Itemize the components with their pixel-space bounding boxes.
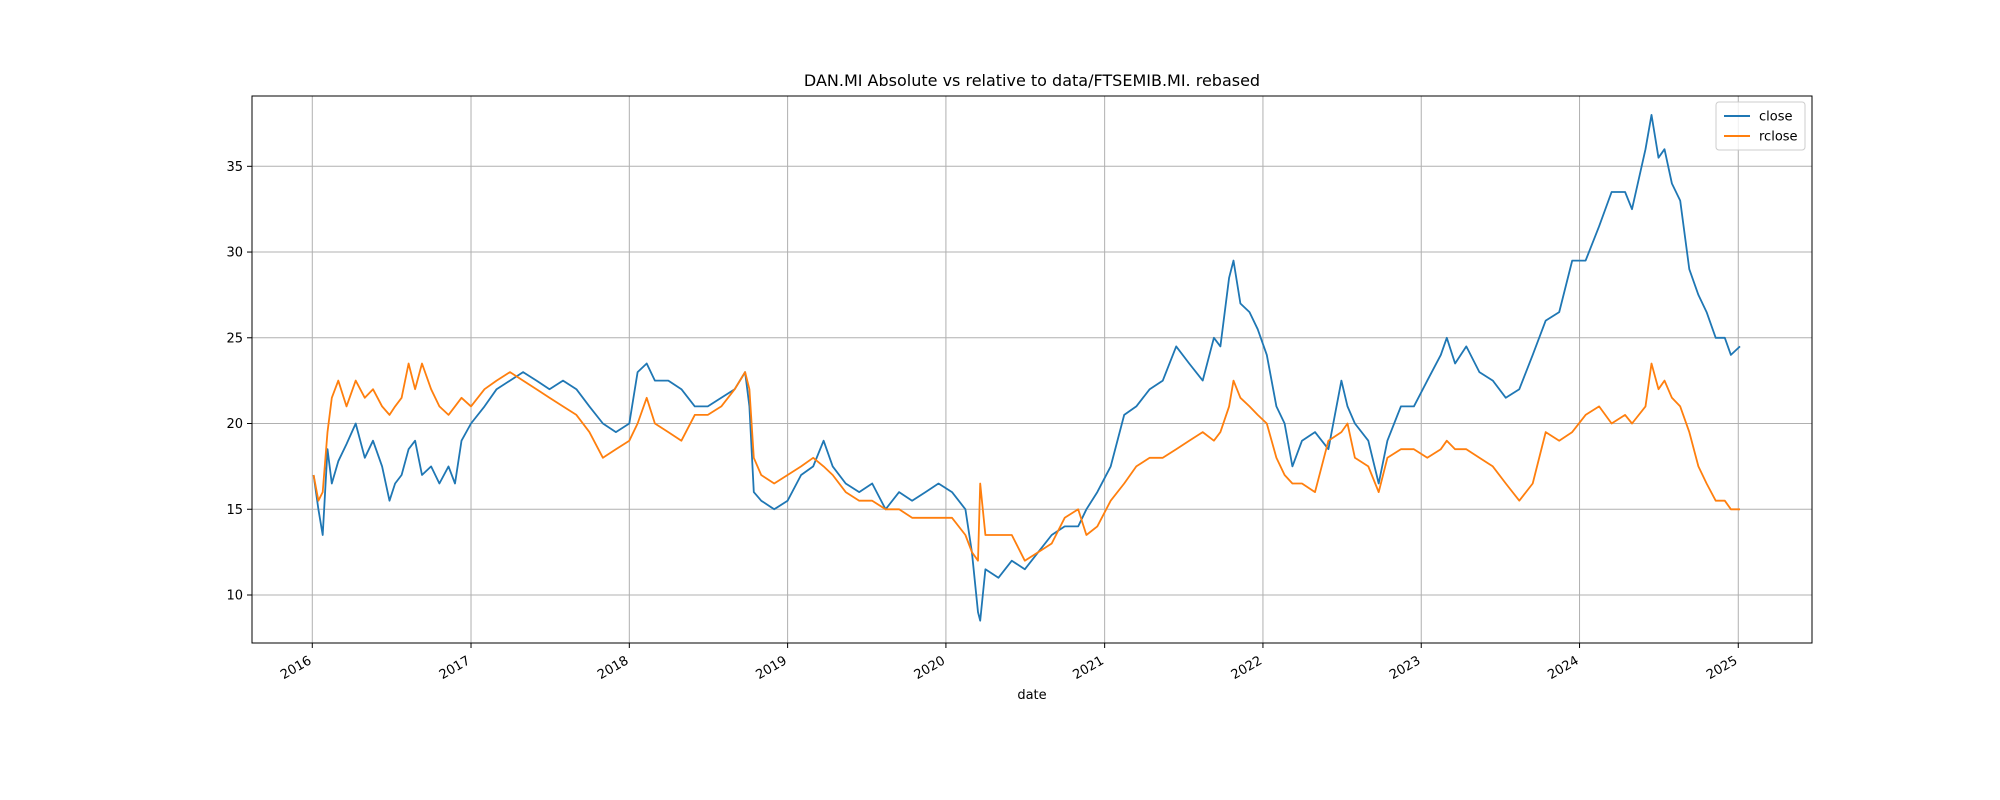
y-tick-label: 10 — [226, 588, 243, 603]
grid-lines — [252, 96, 1812, 643]
x-axis-title: date — [1017, 688, 1046, 703]
legend: close rclose — [1715, 101, 1806, 151]
y-tick-label: 30 — [226, 246, 243, 261]
legend-box — [1715, 101, 1806, 151]
plot-frame — [251, 95, 1813, 644]
y-axis-ticks: 10 15 20 25 30 35 — [226, 160, 252, 603]
y-tick-label: 15 — [226, 503, 243, 518]
y-tick-label: 25 — [226, 331, 243, 346]
series-line-rclose — [312, 362, 1740, 562]
legend-label-rclose: rclose — [1759, 130, 1798, 145]
legend-label-close: close — [1759, 110, 1792, 125]
chart-title: DAN.MI Absolute vs relative to data/FTSE… — [804, 71, 1260, 90]
series-line-close — [312, 114, 1741, 622]
y-tick-label: 35 — [226, 160, 243, 175]
series-lines — [312, 114, 1741, 622]
y-tick-label: 20 — [226, 417, 243, 432]
